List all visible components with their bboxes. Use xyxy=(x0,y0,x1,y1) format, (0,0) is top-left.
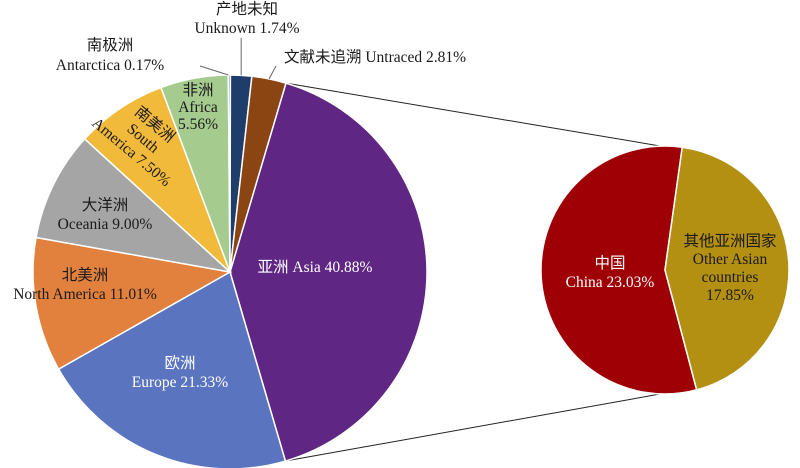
label-oceania: 大洋洲 Oceania 9.00% xyxy=(58,196,153,233)
connector-bottom xyxy=(285,393,661,462)
label-other-asia: 其他亚洲国家 Other Asian countries 17.85% xyxy=(683,232,776,304)
label-antarctica: 南极洲 Antarctica 0.17% xyxy=(56,36,165,74)
asia-breakdown-pie xyxy=(540,145,790,395)
label-untraced: 文献未追溯 Untraced 2.81% xyxy=(284,48,466,66)
connector-lines xyxy=(285,82,661,462)
label-china: 中国 China 23.03% xyxy=(566,254,655,291)
label-north-america: 北美洲 North America 11.01% xyxy=(13,266,157,303)
main-pie xyxy=(32,74,428,468)
leader-untraced xyxy=(268,65,277,80)
slice-north-america xyxy=(32,236,233,371)
label-asia: 亚洲 Asia 40.88% xyxy=(258,259,373,276)
label-europe: 欧洲 Europe 21.33% xyxy=(132,354,229,391)
slice-europe xyxy=(57,270,287,468)
label-unknown: 产地未知 Unknown 1.74% xyxy=(194,0,299,37)
slice-oceania xyxy=(35,137,233,274)
slice-china xyxy=(540,145,698,395)
leader-antarctica xyxy=(199,65,229,76)
slice-asia xyxy=(229,82,428,462)
label-africa: 非洲 Africa 5.56% xyxy=(178,81,218,133)
slice-other-asia xyxy=(664,146,790,391)
connector-top xyxy=(285,82,661,147)
